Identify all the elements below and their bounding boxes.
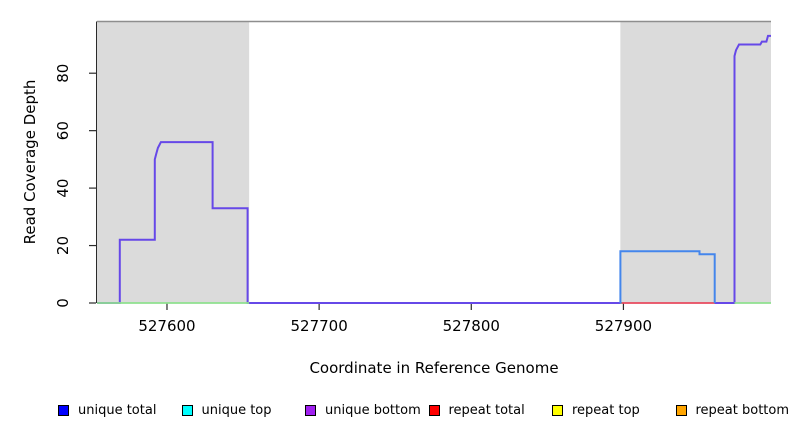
legend-item-repeat-total: repeat total <box>428 402 525 418</box>
legend-label: unique total <box>78 402 157 418</box>
legend-swatch-unique-total <box>58 404 69 416</box>
series-unique-bottom-right-steps-line <box>714 34 771 304</box>
legend-item-unique-total: unique total <box>58 402 156 418</box>
y-tick-label: 0 <box>54 298 72 308</box>
legend-label: repeat bottom <box>695 402 790 418</box>
legend-label: unique bottom <box>325 402 421 418</box>
legend-swatch-repeat-total <box>428 404 440 416</box>
x-tick-label: 527800 <box>443 317 500 335</box>
legend-item-repeat-bottom: repeat bottom <box>675 402 790 418</box>
legend-swatch-repeat-bottom <box>675 404 687 416</box>
legend-label: unique top <box>201 402 272 418</box>
x-tick-label: 527700 <box>290 317 347 335</box>
y-tick-label: 20 <box>54 236 72 255</box>
legend-item-repeat-top: repeat top <box>552 402 640 418</box>
y-axis-label: Read Coverage Depth <box>21 80 39 245</box>
x-axis-label: Coordinate in Reference Genome <box>309 359 558 377</box>
left-gray-region <box>97 21 250 303</box>
y-tick-label: 60 <box>54 121 72 140</box>
series-unique-coverage-left-steps-line <box>97 141 621 304</box>
x-tick-label: 527900 <box>595 317 652 335</box>
legend-item-unique-top: unique top <box>181 402 272 418</box>
legend-swatch-unique-top <box>181 404 193 416</box>
legend-label: repeat top <box>572 402 640 418</box>
coverage-chart: 527600 527700 527800 527900 0 20 40 60 80 Coordi… <box>21 20 771 377</box>
right-gray-region <box>620 21 771 303</box>
y-tick-label: 80 <box>54 64 72 83</box>
legend-item-unique-bottom: unique bottom <box>305 402 421 418</box>
legend-label: repeat total <box>448 402 525 418</box>
legend-swatch-unique-bottom <box>305 404 316 416</box>
legend: unique total unique top unique bottom repea… <box>0 398 792 424</box>
series-unique-total-right-step-line <box>619 250 716 303</box>
plot-area: 527600 527700 527800 527900 0 20 40 60 80 <box>54 20 771 335</box>
x-tick-label: 527600 <box>138 317 195 335</box>
legend-swatch-repeat-top <box>552 404 563 416</box>
y-tick-label: 40 <box>54 179 72 198</box>
